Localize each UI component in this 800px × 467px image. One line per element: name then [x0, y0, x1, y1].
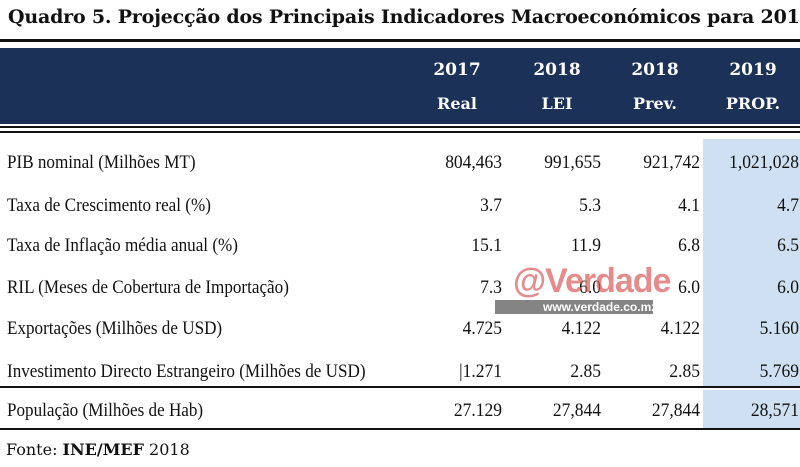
cell: 804,463 — [445, 152, 502, 173]
proposal-column-highlight — [703, 139, 800, 386]
cell: 5.3 — [579, 195, 601, 216]
cell: 7.3 — [480, 277, 502, 298]
cell: 4.122 — [561, 318, 601, 339]
cell: |1.271 — [459, 361, 502, 382]
cell: 2.85 — [669, 361, 700, 382]
cell: 2.85 — [570, 361, 601, 382]
table-row: Taxa de Crescimento real (%) 3.7 5.3 4.1… — [0, 185, 800, 225]
cell: 4.725 — [462, 318, 502, 339]
table-header: 2017 Real 2018 LEI 2018 Prev. 2019 PROP. — [0, 48, 800, 124]
row-divider — [0, 386, 800, 388]
cell: 27.129 — [453, 400, 502, 421]
row-label: PIB nominal (Milhões MT) — [7, 152, 196, 173]
row-label: População (Milhões de Hab) — [7, 400, 204, 421]
cell: 6.0 — [579, 277, 601, 298]
header-rule-2 — [0, 131, 800, 133]
cell: 1,021,028 — [729, 152, 799, 173]
cell: 27,844 — [651, 400, 700, 421]
cell: 5.769 — [759, 361, 799, 382]
table-row: Taxa de Inflação média anual (%) 15.1 11… — [0, 225, 800, 265]
col-header-sub: Real — [437, 94, 477, 113]
table-row: PIB nominal (Milhões MT) 804,463 991,655… — [0, 142, 800, 182]
row-label: Taxa de Inflação média anual (%) — [7, 235, 238, 256]
top-rule — [0, 39, 800, 42]
col-header-year: 2019 — [729, 60, 777, 80]
cell: 3.7 — [480, 195, 502, 216]
cell: 4.122 — [660, 318, 700, 339]
row-label: RIL (Meses de Cobertura de Importação) — [7, 277, 289, 298]
cell: 28,571 — [750, 400, 799, 421]
cell: 4.1 — [678, 195, 700, 216]
row-label: Investimento Directo Estrangeiro (Milhõe… — [7, 361, 366, 382]
cell: 6.8 — [678, 235, 700, 256]
cell: 4.7 — [777, 195, 799, 216]
table-row: Exportações (Milhões de USD) 4.725 4.122… — [0, 308, 800, 348]
bottom-rule — [0, 428, 800, 430]
table-row: Investimento Directo Estrangeiro (Milhõe… — [0, 351, 800, 391]
source-year: 2018 — [143, 440, 190, 459]
col-header-sub: LEI — [541, 94, 573, 113]
cell: 991,655 — [544, 152, 601, 173]
col-header-sub: PROP. — [725, 94, 781, 113]
cell: 6.0 — [777, 277, 799, 298]
cell: 6.5 — [777, 235, 799, 256]
row-label: Taxa de Crescimento real (%) — [7, 195, 211, 216]
cell: 921,742 — [643, 152, 700, 173]
table-row: RIL (Meses de Cobertura de Importação) 7… — [0, 267, 800, 307]
cell: 27,844 — [552, 400, 601, 421]
proposal-column-highlight — [703, 390, 800, 428]
header-rule — [0, 126, 800, 128]
cell: 15.1 — [471, 235, 502, 256]
col-header-year: 2017 — [433, 60, 481, 80]
source-note: Fonte: INE/MEF 2018 — [6, 440, 190, 459]
col-header-year: 2018 — [533, 60, 581, 80]
source-org: INE/MEF — [62, 440, 144, 459]
source-prefix: Fonte: — [6, 440, 63, 459]
row-label: Exportações (Milhões de USD) — [7, 318, 223, 339]
col-header-sub: Prev. — [633, 94, 677, 113]
col-header-year: 2018 — [631, 60, 679, 80]
cell: 5.160 — [759, 318, 799, 339]
table-title: Quadro 5. Projecção dos Principais Indic… — [8, 6, 800, 28]
table-row: População (Milhões de Hab) 27.129 27,844… — [0, 390, 800, 430]
cell: 6.0 — [678, 277, 700, 298]
cell: 11.9 — [571, 235, 601, 256]
